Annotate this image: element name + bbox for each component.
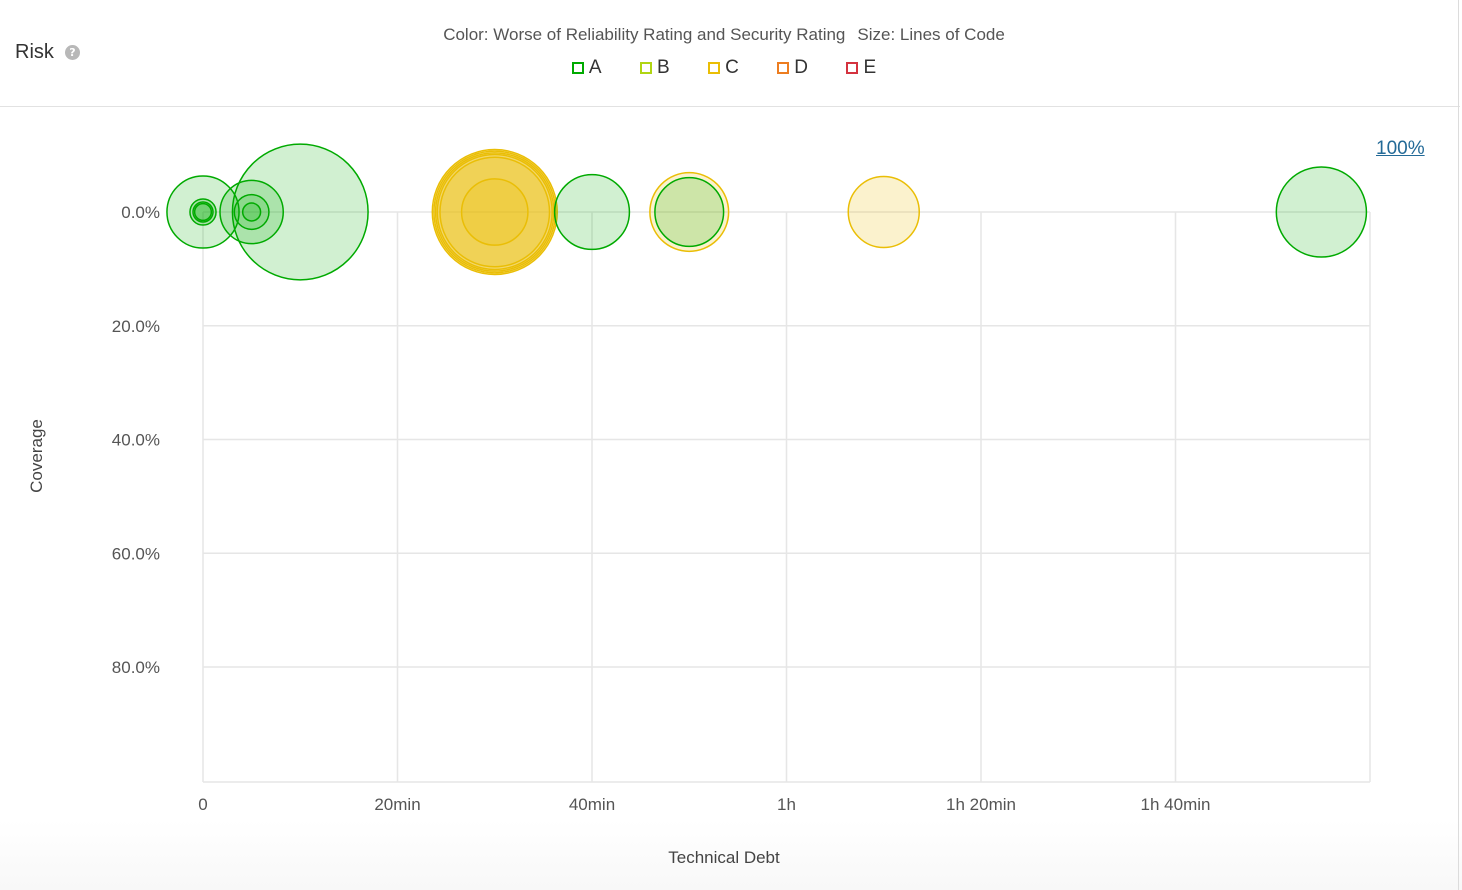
tick-labels: 0 20min 40min 1h 1h 20min 1h 40min 0.0% 20.0% 40…	[112, 203, 1211, 814]
legend-item-d[interactable]: D	[777, 57, 808, 79]
x-tick-label: 1h 40min	[1141, 795, 1211, 814]
bubble-point[interactable]	[847, 175, 920, 249]
size-description: Size: Lines of Code	[857, 25, 1005, 44]
legend-swatch-c	[708, 62, 721, 74]
x-tick-label: 20min	[374, 795, 420, 814]
color-description: Color: Worse of Reliability Rating and S…	[443, 25, 846, 44]
legend-swatch-b	[639, 62, 652, 74]
bubble-point[interactable]	[241, 202, 262, 222]
legend-item-c[interactable]: C	[708, 57, 739, 79]
panel-border	[1458, 0, 1459, 890]
reset-zoom-link[interactable]: 100%	[1376, 138, 1425, 159]
legend-label-d: D	[794, 57, 809, 78]
y-tick-label: 40.0%	[112, 431, 160, 450]
x-tick-label: 40min	[569, 795, 615, 814]
chart-description: Color: Worse of Reliability Rating and S…	[0, 25, 1448, 45]
x-axis-title: Technical Debt	[668, 848, 780, 867]
bubble-point[interactable]	[436, 153, 553, 271]
bubble-point[interactable]	[460, 178, 529, 246]
y-tick-label: 0.0%	[121, 203, 160, 222]
legend-item-a[interactable]: A	[571, 57, 602, 79]
bubble-point[interactable]	[433, 150, 557, 274]
bubble-point[interactable]	[192, 201, 214, 223]
question-circle-icon[interactable]: ?	[65, 45, 80, 60]
bubble-point[interactable]	[654, 176, 725, 248]
y-tick-label: 20.0%	[112, 317, 160, 336]
legend-label-b: B	[656, 57, 670, 78]
bubble-point[interactable]	[431, 148, 558, 276]
legend-label-e: E	[863, 57, 877, 78]
bubble-point[interactable]	[233, 193, 270, 231]
chart-header: Risk ? Color: Worse of Reliability Ratin…	[0, 0, 1460, 107]
bubble-point[interactable]	[189, 198, 217, 226]
bubble-point[interactable]	[439, 156, 551, 268]
bubbles	[166, 143, 1368, 281]
legend-label-c: C	[725, 57, 739, 78]
x-tick-label: 0	[198, 795, 207, 814]
legend-swatch-d	[777, 62, 790, 74]
legend-swatch-a	[571, 62, 584, 74]
widget-title: Risk	[15, 41, 54, 63]
bubble-point[interactable]	[166, 175, 240, 249]
bubble-point[interactable]	[1275, 166, 1368, 258]
bubble-point[interactable]	[649, 171, 730, 253]
bubble-point[interactable]	[553, 173, 631, 251]
grid	[202, 211, 1371, 783]
x-tick-label: 1h	[777, 795, 796, 814]
legend-label-a: A	[588, 57, 602, 78]
legend-item-b[interactable]: B	[639, 57, 670, 79]
bubble-point[interactable]	[219, 179, 284, 245]
chart-legend: A B C D E	[0, 57, 1448, 79]
y-axis-title: Coverage	[27, 419, 46, 493]
bubble-point[interactable]	[193, 202, 213, 222]
legend-item-e[interactable]: E	[846, 57, 876, 79]
bubble-point[interactable]	[231, 143, 369, 281]
x-tick-label: 1h 20min	[946, 795, 1016, 814]
y-tick-label: 80.0%	[112, 658, 160, 677]
y-tick-label: 60.0%	[112, 544, 160, 563]
legend-swatch-e	[846, 62, 859, 74]
